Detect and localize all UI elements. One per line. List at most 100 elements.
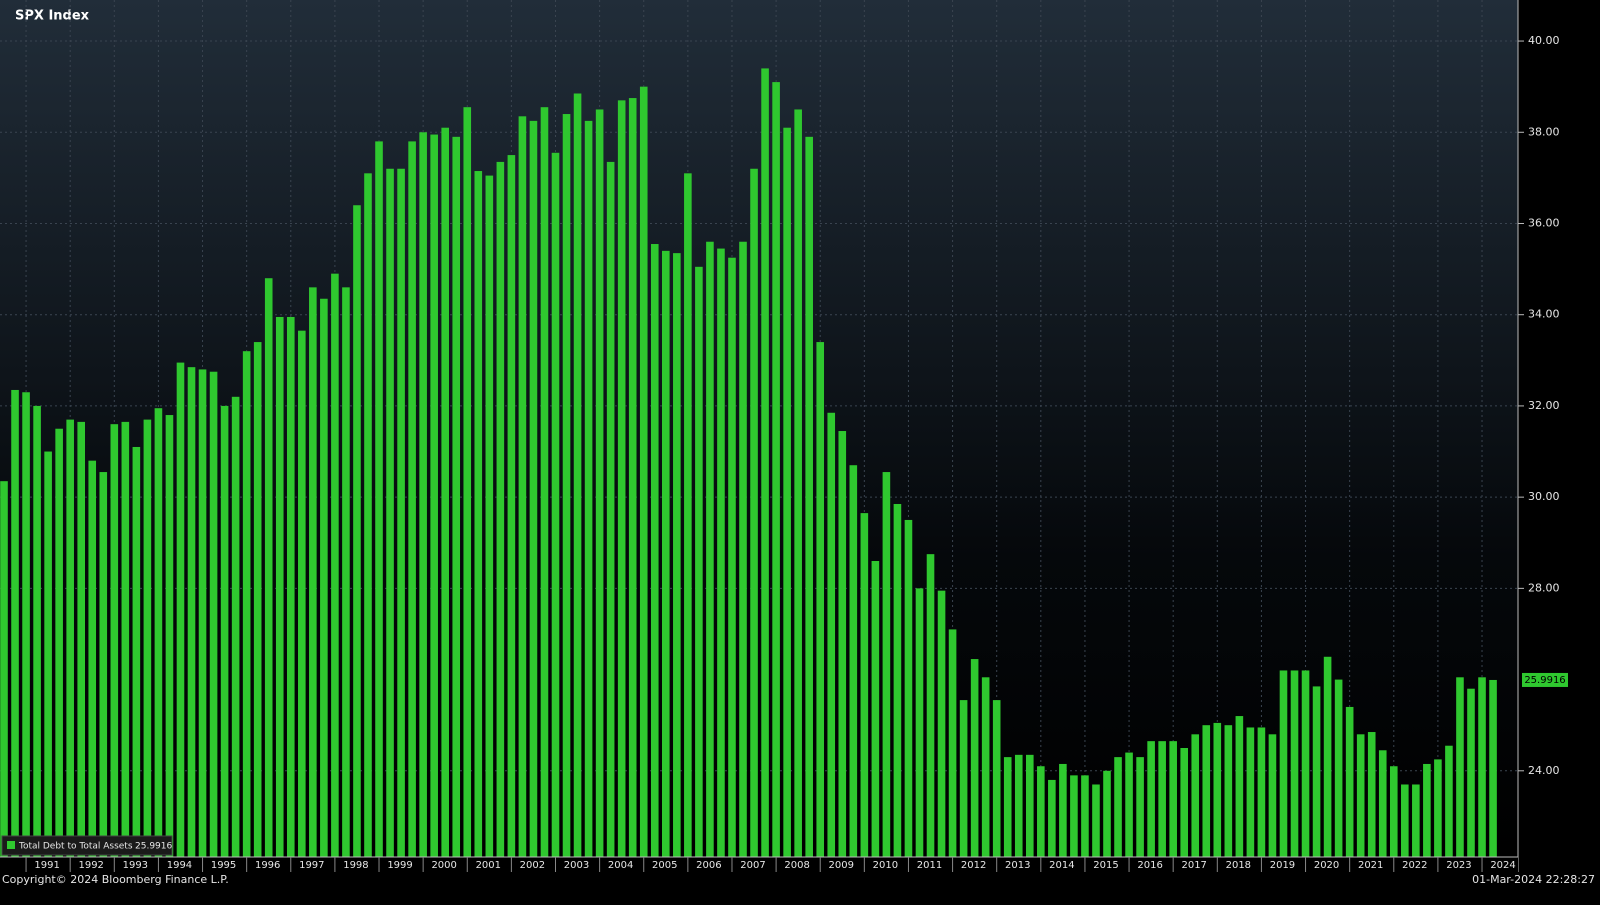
x-tick-label: 2015 (1093, 860, 1118, 871)
bar (275, 316, 284, 857)
bar (959, 700, 968, 857)
legend-label: Total Debt to Total Assets (18, 842, 133, 852)
plot-background (0, 0, 1518, 857)
bar (728, 257, 736, 857)
x-tick-label: 1992 (78, 860, 103, 871)
x-tick-label: 2011 (917, 860, 942, 871)
bar (99, 472, 108, 857)
bar (264, 278, 273, 857)
bar (882, 472, 891, 857)
bar (419, 132, 427, 858)
bar (143, 419, 152, 857)
bar (1246, 727, 1255, 857)
y-tick-label: 30.00 (1528, 490, 1560, 503)
last-value-tag (1522, 672, 1568, 687)
bar (132, 446, 141, 857)
x-tick-label: 1997 (299, 860, 324, 871)
bar (706, 241, 714, 858)
copyright: Copyright© 2024 Bloomberg Finance L.P. (2, 873, 229, 886)
bar (55, 428, 63, 857)
x-tick-label: 2024 (1490, 860, 1515, 871)
bar (617, 100, 626, 858)
bar (463, 107, 472, 858)
bar (110, 424, 119, 857)
y-tick-label: 36.00 (1528, 216, 1560, 229)
bar (11, 389, 19, 857)
bar (1312, 686, 1321, 857)
x-tick-label: 2002 (520, 860, 545, 871)
bar (452, 136, 461, 857)
bar (695, 266, 703, 857)
bar (485, 175, 494, 857)
bar (198, 369, 207, 857)
bar (430, 134, 438, 858)
bar (628, 98, 637, 858)
bar (88, 460, 97, 857)
bar (441, 127, 449, 857)
bar (342, 287, 350, 858)
x-tick-label: 2006 (696, 860, 721, 871)
bar (717, 248, 725, 857)
bar (1279, 670, 1288, 857)
bar (176, 362, 185, 857)
bar (1345, 706, 1354, 857)
bar (639, 86, 648, 858)
chart-title: SPX Index (15, 9, 90, 24)
y-tick-label: 40.00 (1528, 34, 1560, 47)
bar (1103, 770, 1111, 857)
bar (1268, 734, 1277, 857)
bar (1213, 722, 1222, 857)
x-tick-label: 2004 (608, 860, 633, 871)
x-tick-label: 2012 (961, 860, 986, 871)
bar (981, 677, 990, 857)
bar (1301, 670, 1310, 857)
bar (584, 120, 593, 858)
bar (408, 141, 416, 857)
bar (1169, 741, 1177, 857)
bar (386, 168, 394, 858)
bar (739, 241, 747, 858)
bar (22, 392, 30, 857)
x-tick-label: 2000 (431, 860, 456, 871)
bar (298, 330, 306, 857)
bar (970, 659, 979, 857)
bars (0, 68, 1497, 858)
bar (1092, 784, 1100, 857)
bar (529, 120, 538, 858)
x-tick-label: 2007 (740, 860, 765, 871)
bar (1003, 757, 1012, 857)
bar (1180, 747, 1189, 857)
x-tick-label: 2021 (1358, 860, 1383, 871)
y-tick-label: 24.00 (1528, 764, 1560, 777)
bar (871, 560, 880, 857)
bar (1125, 752, 1133, 857)
x-tick-label: 1998 (343, 860, 368, 871)
bar (253, 342, 262, 857)
x-tick-label: 2014 (1049, 860, 1074, 871)
x-tick-label: 2023 (1446, 860, 1471, 871)
x-tick-label: 2009 (829, 860, 854, 871)
x-tick-label: 2018 (1226, 860, 1251, 871)
last-value-label: 25.9916 (1524, 675, 1565, 686)
bar (1356, 734, 1365, 857)
bar (121, 421, 130, 857)
legend-swatch (7, 841, 15, 849)
bar (662, 250, 670, 858)
bar (606, 161, 615, 857)
bar (860, 513, 869, 857)
bar (165, 415, 174, 857)
bar (1025, 754, 1034, 857)
bar (1048, 779, 1056, 857)
x-tick-label: 1996 (255, 860, 280, 871)
bar (1401, 784, 1409, 857)
bar (540, 107, 549, 858)
bar (805, 136, 813, 857)
legend-value: 25.9916 (135, 842, 172, 852)
x-tick-label: 2010 (873, 860, 898, 871)
bar (1202, 725, 1211, 857)
bar (750, 168, 758, 858)
bar (518, 116, 527, 857)
bar (783, 127, 791, 857)
bar (1147, 741, 1155, 857)
bar (1445, 745, 1453, 857)
